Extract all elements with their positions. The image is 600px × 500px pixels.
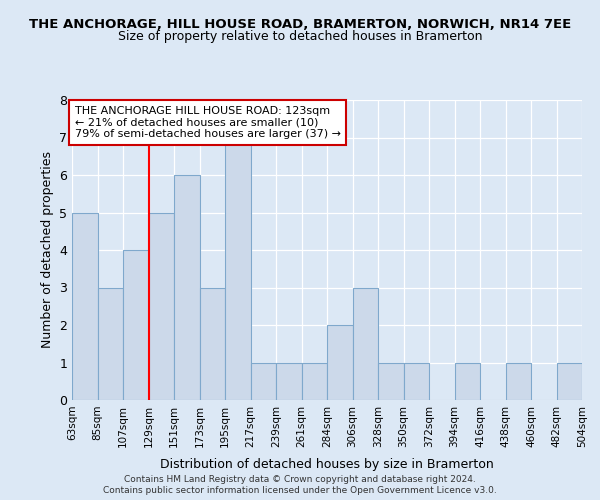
Bar <box>72 212 97 400</box>
Bar <box>353 288 378 400</box>
Text: THE ANCHORAGE HILL HOUSE ROAD: 123sqm
← 21% of detached houses are smaller (10)
: THE ANCHORAGE HILL HOUSE ROAD: 123sqm ← … <box>74 106 341 139</box>
Bar <box>455 362 480 400</box>
Bar <box>404 362 429 400</box>
Bar <box>302 362 327 400</box>
Text: THE ANCHORAGE, HILL HOUSE ROAD, BRAMERTON, NORWICH, NR14 7EE: THE ANCHORAGE, HILL HOUSE ROAD, BRAMERTO… <box>29 18 571 30</box>
Bar <box>199 288 225 400</box>
Text: Contains public sector information licensed under the Open Government Licence v3: Contains public sector information licen… <box>103 486 497 495</box>
Bar <box>123 250 149 400</box>
Bar <box>174 175 199 400</box>
Bar <box>378 362 404 400</box>
Bar <box>97 288 123 400</box>
Bar <box>251 362 276 400</box>
X-axis label: Distribution of detached houses by size in Bramerton: Distribution of detached houses by size … <box>160 458 494 471</box>
Bar <box>276 362 302 400</box>
Bar <box>327 325 353 400</box>
Bar <box>225 138 251 400</box>
Bar <box>149 212 174 400</box>
Text: Contains HM Land Registry data © Crown copyright and database right 2024.: Contains HM Land Registry data © Crown c… <box>124 475 476 484</box>
Text: Size of property relative to detached houses in Bramerton: Size of property relative to detached ho… <box>118 30 482 43</box>
Bar <box>505 362 531 400</box>
Bar <box>557 362 582 400</box>
Y-axis label: Number of detached properties: Number of detached properties <box>41 152 53 348</box>
